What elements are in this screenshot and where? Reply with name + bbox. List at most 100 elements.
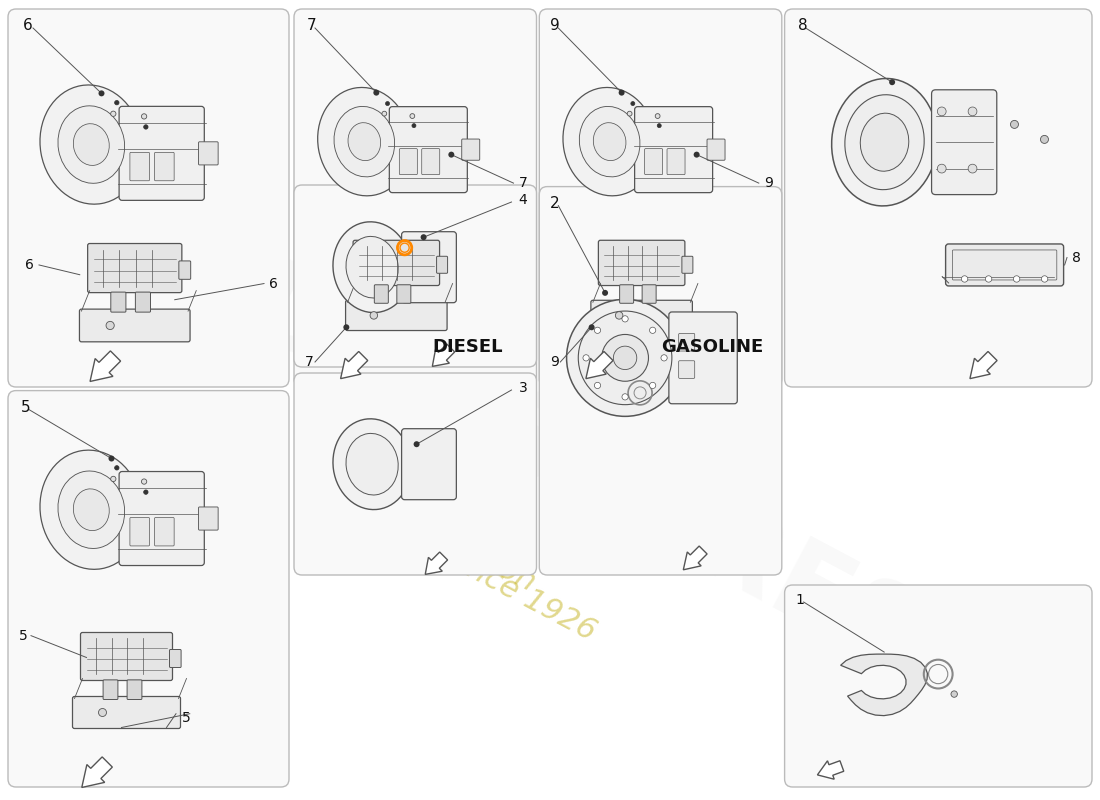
Circle shape bbox=[420, 234, 427, 240]
FancyBboxPatch shape bbox=[119, 106, 205, 200]
Text: 6: 6 bbox=[23, 18, 33, 34]
Polygon shape bbox=[970, 351, 997, 378]
FancyBboxPatch shape bbox=[198, 507, 218, 530]
FancyBboxPatch shape bbox=[397, 285, 410, 303]
Circle shape bbox=[614, 346, 637, 370]
Polygon shape bbox=[840, 654, 927, 716]
Text: 4: 4 bbox=[519, 193, 528, 207]
FancyBboxPatch shape bbox=[8, 390, 289, 787]
FancyBboxPatch shape bbox=[421, 149, 440, 174]
Text: 5: 5 bbox=[19, 629, 28, 642]
Circle shape bbox=[986, 276, 992, 282]
Text: 3: 3 bbox=[519, 381, 528, 395]
Polygon shape bbox=[683, 546, 707, 570]
Text: 6: 6 bbox=[25, 258, 34, 272]
Ellipse shape bbox=[580, 106, 640, 177]
Circle shape bbox=[411, 124, 416, 128]
Ellipse shape bbox=[74, 489, 109, 530]
Ellipse shape bbox=[845, 94, 924, 190]
FancyBboxPatch shape bbox=[294, 373, 537, 575]
Text: DIESEL: DIESEL bbox=[432, 338, 503, 356]
Circle shape bbox=[109, 455, 114, 462]
Ellipse shape bbox=[348, 122, 381, 161]
Circle shape bbox=[1011, 120, 1019, 128]
Polygon shape bbox=[90, 351, 121, 382]
Circle shape bbox=[602, 334, 649, 382]
Polygon shape bbox=[81, 757, 112, 787]
FancyBboxPatch shape bbox=[679, 361, 695, 378]
Text: 7: 7 bbox=[519, 176, 528, 190]
Text: 6: 6 bbox=[270, 277, 278, 290]
Circle shape bbox=[621, 316, 628, 322]
Ellipse shape bbox=[334, 106, 395, 177]
Circle shape bbox=[343, 324, 350, 330]
Circle shape bbox=[649, 327, 656, 334]
FancyBboxPatch shape bbox=[111, 292, 125, 312]
Text: 2: 2 bbox=[550, 196, 560, 211]
Text: 7: 7 bbox=[307, 18, 317, 34]
FancyBboxPatch shape bbox=[198, 142, 218, 165]
Circle shape bbox=[889, 79, 895, 86]
FancyBboxPatch shape bbox=[591, 300, 692, 330]
Polygon shape bbox=[817, 761, 844, 779]
FancyBboxPatch shape bbox=[669, 312, 737, 404]
Circle shape bbox=[410, 114, 415, 118]
FancyBboxPatch shape bbox=[389, 106, 468, 193]
Circle shape bbox=[694, 152, 700, 158]
FancyBboxPatch shape bbox=[294, 185, 537, 367]
Circle shape bbox=[144, 125, 148, 129]
Ellipse shape bbox=[318, 87, 411, 196]
FancyBboxPatch shape bbox=[73, 697, 180, 729]
FancyBboxPatch shape bbox=[130, 518, 150, 546]
Circle shape bbox=[621, 394, 628, 400]
FancyBboxPatch shape bbox=[784, 9, 1092, 387]
Ellipse shape bbox=[860, 113, 909, 171]
FancyBboxPatch shape bbox=[179, 261, 190, 279]
Circle shape bbox=[618, 90, 625, 96]
FancyBboxPatch shape bbox=[103, 680, 118, 699]
FancyBboxPatch shape bbox=[119, 471, 205, 566]
Text: 9: 9 bbox=[763, 176, 773, 190]
Circle shape bbox=[627, 111, 632, 116]
Circle shape bbox=[615, 312, 623, 319]
Polygon shape bbox=[586, 351, 613, 378]
Ellipse shape bbox=[333, 222, 411, 313]
Circle shape bbox=[594, 382, 601, 389]
Circle shape bbox=[579, 311, 672, 405]
FancyBboxPatch shape bbox=[294, 9, 537, 387]
Circle shape bbox=[414, 442, 419, 447]
Circle shape bbox=[656, 114, 660, 118]
Text: 5: 5 bbox=[21, 400, 31, 415]
Ellipse shape bbox=[346, 434, 398, 495]
Ellipse shape bbox=[58, 106, 124, 183]
Circle shape bbox=[1042, 276, 1048, 282]
FancyBboxPatch shape bbox=[402, 232, 456, 302]
FancyBboxPatch shape bbox=[635, 106, 713, 193]
Polygon shape bbox=[341, 351, 367, 378]
FancyBboxPatch shape bbox=[437, 256, 448, 274]
Text: 8: 8 bbox=[798, 18, 807, 34]
Circle shape bbox=[99, 90, 104, 96]
Circle shape bbox=[968, 107, 977, 116]
Circle shape bbox=[657, 124, 661, 128]
Circle shape bbox=[588, 324, 595, 330]
FancyBboxPatch shape bbox=[374, 285, 388, 303]
Ellipse shape bbox=[832, 78, 937, 206]
Text: 9: 9 bbox=[550, 18, 560, 34]
Ellipse shape bbox=[333, 419, 411, 510]
Text: 1: 1 bbox=[795, 593, 804, 607]
Circle shape bbox=[968, 164, 977, 173]
Ellipse shape bbox=[346, 237, 398, 298]
FancyBboxPatch shape bbox=[682, 256, 693, 274]
FancyBboxPatch shape bbox=[399, 149, 417, 174]
Circle shape bbox=[449, 152, 454, 158]
Ellipse shape bbox=[40, 450, 143, 570]
Circle shape bbox=[937, 107, 946, 116]
Text: GASOLINE: GASOLINE bbox=[661, 338, 763, 356]
Text: 9: 9 bbox=[550, 355, 559, 369]
FancyBboxPatch shape bbox=[353, 240, 440, 286]
FancyBboxPatch shape bbox=[539, 186, 782, 575]
FancyBboxPatch shape bbox=[135, 292, 151, 312]
Circle shape bbox=[594, 327, 601, 334]
FancyBboxPatch shape bbox=[128, 680, 142, 699]
